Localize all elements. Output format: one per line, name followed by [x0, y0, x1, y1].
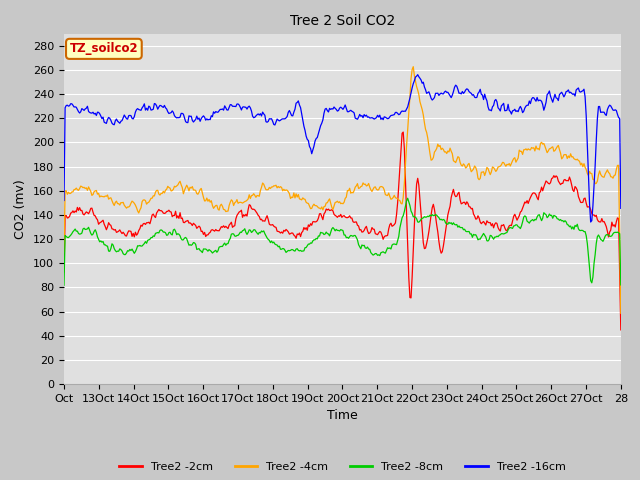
Text: TZ_soilco2: TZ_soilco2 [70, 42, 138, 55]
Legend: Tree2 -2cm, Tree2 -4cm, Tree2 -8cm, Tree2 -16cm: Tree2 -2cm, Tree2 -4cm, Tree2 -8cm, Tree… [115, 457, 570, 477]
Y-axis label: CO2 (mv): CO2 (mv) [15, 179, 28, 239]
X-axis label: Time: Time [327, 409, 358, 422]
Title: Tree 2 Soil CO2: Tree 2 Soil CO2 [290, 14, 395, 28]
